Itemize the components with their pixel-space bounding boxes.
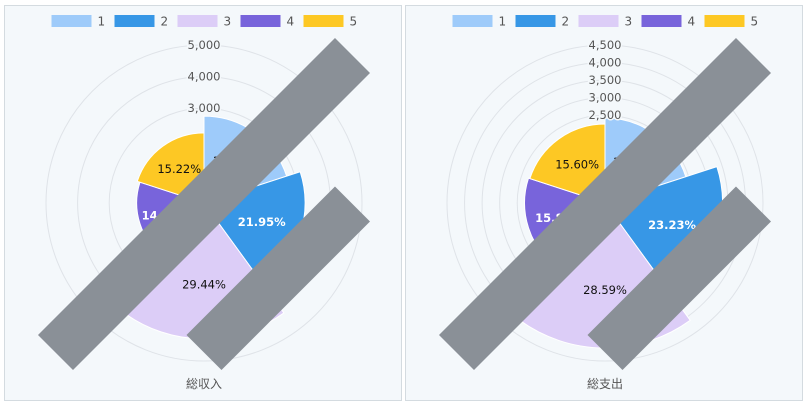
legend-swatch-5[interactable] (303, 15, 344, 27)
legend-label-2: 2 (562, 15, 570, 29)
tick-label: 2,500 (589, 108, 622, 122)
grid-circle (45, 44, 363, 362)
chart-panel-expense: 1234516.74%23.23%28.59%15.84%15.60%2,500… (405, 5, 803, 401)
resize-handle-icon[interactable] (5, 6, 403, 402)
legend-swatch-3[interactable] (578, 15, 619, 27)
resize-handle-icon[interactable] (406, 6, 804, 402)
legend: 1 2 3 4 5 (452, 15, 759, 29)
legend-swatch-1[interactable] (452, 15, 493, 27)
percent-label-5: 15.60% (555, 158, 599, 172)
legend-swatch-3[interactable] (177, 15, 218, 27)
legend-label-1: 1 (499, 15, 507, 29)
legend-label-3: 3 (625, 15, 633, 29)
tick-label: 4,000 (188, 70, 221, 84)
legend-swatch-4[interactable] (641, 15, 682, 27)
legend-swatch-2[interactable] (515, 15, 556, 27)
percent-label-3: 29.44% (182, 278, 226, 292)
tick-label: 3,500 (589, 73, 622, 87)
grid-circle (446, 44, 764, 362)
tick-label: 4,500 (589, 38, 622, 52)
legend-label-3: 3 (224, 15, 232, 29)
percent-label-2: 23.23% (648, 218, 696, 232)
chart-panel-income: 1234518.83%21.95%29.44%14.57%15.22%3,000… (4, 5, 402, 401)
chart-title: 総収入 (186, 377, 222, 391)
tick-label: 5,000 (188, 38, 221, 52)
legend-label-1: 1 (98, 15, 106, 29)
legend-label-5: 5 (751, 15, 759, 29)
legend-swatch-2[interactable] (114, 15, 155, 27)
tick-labels: 2,500 3,000 3,500 4,000 4,500 (587, 37, 623, 124)
tick-label: 3,000 (589, 91, 622, 105)
legend-swatch-4[interactable] (240, 15, 281, 27)
tick-label: 3,000 (188, 101, 221, 115)
tick-label: 4,000 (589, 56, 622, 70)
legend-label-4: 4 (287, 15, 295, 29)
chart-title: 総支出 (587, 377, 623, 391)
legend-label-2: 2 (161, 15, 169, 29)
legend-swatch-5[interactable] (704, 15, 745, 27)
legend-label-4: 4 (688, 15, 696, 29)
legend-swatch-1[interactable] (51, 15, 92, 27)
sector-5[interactable] (136, 132, 205, 204)
percent-label-5: 15.22% (157, 162, 201, 176)
sector-5[interactable] (529, 123, 606, 204)
percent-label-3: 28.59% (583, 283, 627, 297)
tick-labels: 3,000 4,000 5,000 (186, 37, 222, 117)
legend-label-5: 5 (350, 15, 358, 29)
legend: 1 2 3 4 5 (51, 15, 358, 29)
percent-label-2: 21.95% (238, 215, 286, 229)
